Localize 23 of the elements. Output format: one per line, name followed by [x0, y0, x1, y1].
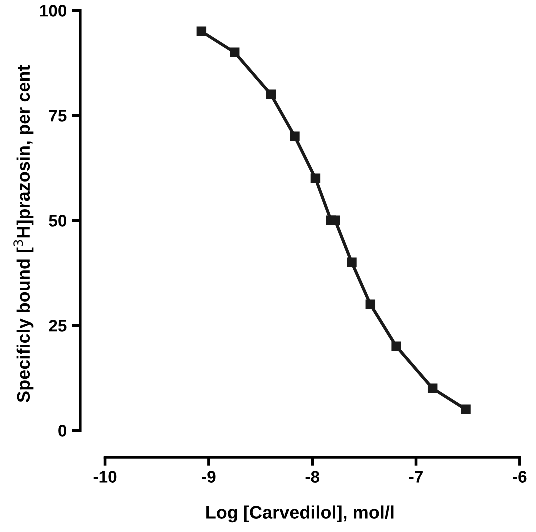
- y-tick-label: 25: [49, 320, 67, 332]
- point: [366, 300, 376, 310]
- x-tick-label: -8: [306, 471, 320, 483]
- y-tick-label: 50: [49, 215, 67, 227]
- x-tick-label: -6: [513, 471, 527, 483]
- point: [330, 216, 340, 226]
- x-tick-label: -9: [202, 471, 216, 483]
- x-tick-label: -7: [410, 471, 423, 483]
- point: [290, 132, 300, 142]
- y-tick-label: 75: [49, 110, 67, 122]
- y-axis-title: Specificly bound [$^{3}$H]prazosin, per cent: [14, 65, 34, 402]
- point: [392, 342, 402, 352]
- x-tick-label: -10: [94, 471, 117, 483]
- y-tick-label: 100: [40, 5, 67, 17]
- point: [266, 90, 276, 100]
- point: [310, 174, 321, 184]
- point: [428, 384, 438, 394]
- point: [347, 258, 357, 268]
- point: [461, 404, 471, 414]
- point: [230, 48, 240, 58]
- y-tick-label: 0: [58, 425, 67, 437]
- point: [196, 26, 207, 36]
- x-axis-title: Log [Carvedilol], mol/l: [206, 506, 394, 523]
